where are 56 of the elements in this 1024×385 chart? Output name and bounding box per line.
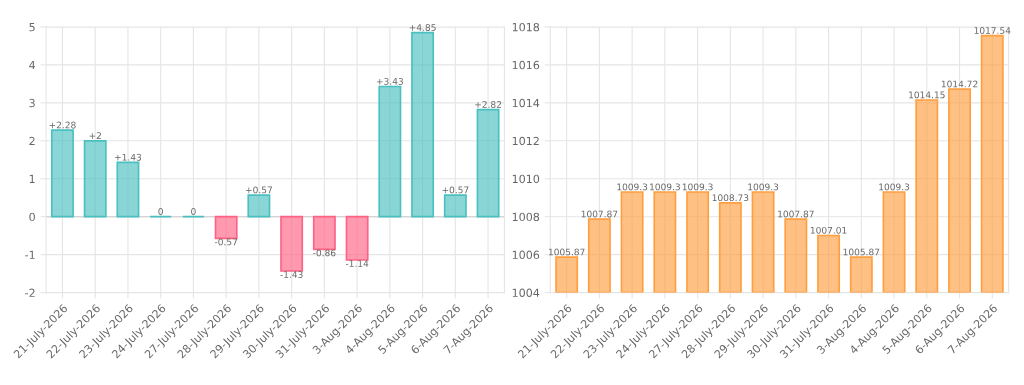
data-label: +2 (89, 132, 101, 139)
y-tick-label: 5 (29, 23, 35, 32)
data-label: 1009.3 (650, 183, 680, 191)
data-label: 0 (191, 208, 196, 215)
y-tick-label: 1016 (512, 60, 540, 70)
y-tick-label: -2 (25, 288, 35, 297)
data-label: +0.57 (246, 186, 272, 194)
bar (476, 108, 500, 218)
bar (443, 194, 467, 218)
data-label: +4.85 (409, 24, 436, 31)
data-label: +0.57 (442, 186, 469, 194)
bar (247, 194, 271, 218)
bar (312, 215, 336, 251)
bar (116, 161, 140, 218)
y-tick-label: 1 (29, 174, 35, 183)
y-tick-label: 2 (29, 136, 35, 146)
data-label: 1008.73 (712, 194, 749, 202)
bar (280, 215, 304, 272)
data-label: +2.82 (475, 101, 501, 108)
data-label: 1005.87 (548, 248, 585, 256)
data-label: 1007.87 (581, 210, 618, 218)
data-label: 1005.87 (843, 248, 880, 256)
y-tick-label: 4 (29, 61, 36, 70)
data-label: 0 (158, 208, 163, 215)
y-tick-label: 1006 (512, 250, 540, 260)
bar (214, 215, 238, 240)
data-label: 1009.3 (748, 183, 779, 191)
y-tick-label: 1010 (512, 174, 540, 184)
data-label: 1014.72 (941, 80, 978, 88)
y-tick-label: 1018 (512, 22, 540, 32)
y-tick-label: 1004 (512, 288, 540, 297)
data-label: 1009.3 (879, 183, 910, 191)
bar (411, 31, 435, 218)
y-tick-label: 1008 (512, 212, 540, 222)
bar (50, 129, 74, 218)
y-tick-label: 1014 (512, 98, 540, 108)
data-label: -1.14 (345, 260, 369, 267)
data-label: +2.28 (49, 121, 76, 129)
data-label: 1014.15 (909, 91, 945, 99)
data-label: 1017.54 (974, 27, 1011, 34)
data-label: -0.86 (313, 249, 336, 257)
data-label: +3.43 (376, 77, 403, 85)
y-tick-label: 3 (29, 98, 35, 108)
bar (345, 215, 369, 261)
data-label: 1007.01 (810, 226, 847, 234)
data-label: -0.57 (214, 238, 238, 246)
y-tick-label: -1 (25, 250, 35, 259)
data-label: -1.43 (280, 271, 303, 278)
bar (83, 139, 107, 218)
y-tick-label: 0 (29, 212, 35, 222)
data-label: 1009.3 (682, 183, 713, 191)
data-label: +1.43 (115, 153, 142, 161)
bar (378, 85, 402, 218)
y-tick-label: 1012 (512, 136, 539, 146)
data-label: 1009.3 (617, 183, 648, 191)
data-label: 1007.87 (778, 210, 814, 218)
